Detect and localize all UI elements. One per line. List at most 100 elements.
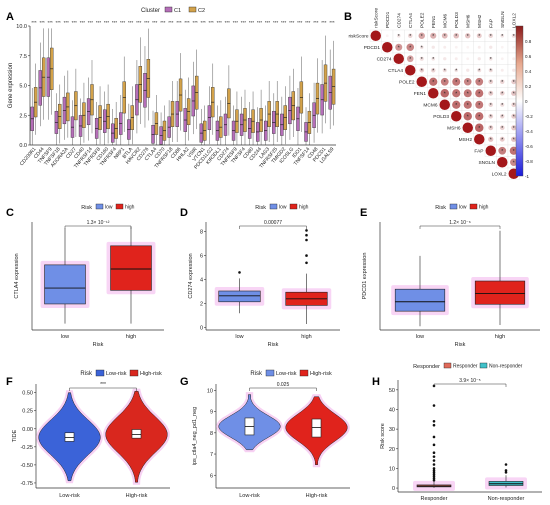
column-label: riskScore: [373, 8, 379, 28]
x-tick-label: High-risk: [306, 493, 328, 499]
significance-stars: ***: [96, 20, 102, 25]
heatmap-circle: [465, 33, 471, 39]
significance-stars: ***: [200, 20, 206, 25]
heatmap-circle: [477, 68, 482, 73]
column-label: CD274: [396, 13, 402, 28]
significance-star: *: [432, 57, 434, 63]
significance-star: *: [467, 103, 469, 109]
heatmap-circle: [406, 55, 414, 63]
heatmap-circle: [488, 68, 493, 73]
pvalue-label: 0.025: [277, 382, 290, 388]
significance-star: *: [398, 45, 400, 51]
outlier-point: [432, 423, 436, 427]
significance-star: *: [513, 114, 515, 120]
x-tick-label: low: [235, 334, 243, 340]
legend-swatch-c1: [164, 6, 173, 13]
heatmap-circle: [452, 89, 461, 98]
significance-star: *: [490, 137, 492, 143]
panel-label-g: G: [180, 376, 189, 388]
legend-swatch-high: [469, 203, 478, 210]
heatmap-circle: [510, 158, 518, 166]
heatmap-circle: [370, 30, 381, 41]
heatmap-circle: [408, 33, 413, 38]
legend-swatch-c2: [188, 6, 197, 13]
column-label: POLD3: [454, 12, 460, 28]
outlier-point: [432, 473, 436, 476]
significance-star: *: [467, 80, 469, 86]
row-label: CTLA4: [388, 68, 403, 74]
heatmap-circle: [463, 112, 472, 121]
legend-swatch-responder: [443, 362, 452, 369]
scale-tick-label: 0.4: [525, 69, 532, 74]
significance-star: *: [501, 126, 503, 132]
heatmap-circle: [488, 125, 494, 131]
significance-star: *: [467, 91, 469, 97]
significance-stars: ***: [217, 20, 223, 25]
pvalue-label: 0.00077: [264, 220, 282, 226]
legend-label: low: [279, 205, 287, 211]
heatmap-circle: [454, 45, 458, 49]
significance-star: *: [421, 45, 423, 51]
legend-title: Risk: [81, 205, 92, 211]
y-tick-label: 0: [392, 486, 395, 492]
outlier-point: [238, 271, 241, 274]
significance-stars: ***: [144, 20, 150, 25]
panel-label-e: E: [360, 207, 367, 219]
heatmap-circle: [500, 33, 505, 38]
pvalue-label: 1.3× 10⁻¹²: [87, 220, 110, 226]
x-axis-label: Risk: [268, 342, 279, 348]
significance-stars: ***: [112, 20, 118, 25]
heatmap-circle: [416, 76, 427, 87]
row-label: POLE2: [399, 80, 415, 86]
significance-stars: ***: [160, 20, 166, 25]
scale-tick-label: 0.6: [525, 54, 532, 59]
outlier-point: [504, 463, 508, 466]
outlier-point: [305, 261, 308, 265]
heatmap-circle: [385, 34, 389, 38]
significance-star: *: [513, 103, 515, 109]
row-label: SNGLN: [478, 160, 495, 166]
row-label: LOXL2: [492, 172, 507, 178]
pvalue-label: 3.9× 10⁻⁵: [459, 378, 481, 384]
heatmap-circle: [477, 57, 481, 61]
significance-star: *: [478, 80, 480, 86]
y-tick-label: -0.25: [20, 445, 33, 451]
significance-stars: ***: [47, 20, 53, 25]
heatmap-circle: [442, 68, 447, 73]
y-tick-label: 30: [389, 427, 395, 433]
significance-stars: ***: [88, 20, 94, 25]
row-label: MCM6: [423, 103, 437, 109]
y-tick-label: 2: [200, 302, 203, 308]
significance-stars: ***: [152, 20, 158, 25]
significance-stars: ***: [176, 20, 182, 25]
row-label: CD274: [377, 57, 392, 63]
significance-star: *: [409, 57, 411, 63]
outlier-point: [504, 471, 508, 474]
significance-star: *: [513, 126, 515, 132]
scale-tick-label: 0: [525, 99, 528, 104]
y-tick-label: 0.00: [22, 427, 33, 433]
row-label: FAP: [474, 149, 483, 155]
significance-stars: ***: [80, 20, 86, 25]
scale-tick-label: 0.8: [525, 39, 532, 44]
heatmap-circle: [488, 79, 494, 85]
heatmap-circle: [488, 33, 493, 38]
significance-star: *: [444, 80, 446, 86]
significance-star: *: [444, 34, 446, 40]
significance-stars: ***: [128, 20, 134, 25]
box-high: [110, 245, 152, 291]
color-scale-bar: [515, 25, 524, 177]
heatmap-circle: [500, 102, 505, 107]
significance-stars: ***: [305, 20, 311, 25]
panel-g: ips_ctla4_neg_pd1_neg 6 7 8 9 10 Low-risk High-…: [192, 369, 350, 499]
legend-label: Low-risk: [106, 371, 127, 377]
heatmap-circle: [431, 68, 436, 73]
legend-label: Responder: [453, 364, 478, 370]
y-tick-label: 50: [389, 388, 395, 394]
heatmap-circle: [477, 45, 481, 49]
outlier-point: [432, 455, 436, 458]
heatmap-circle: [440, 77, 449, 86]
y-axis-label: ips_ctla4_neg_pd1_neg: [192, 407, 198, 465]
y-axis-label: CD274 expression: [188, 253, 194, 298]
pvalue-label: ***: [100, 382, 106, 388]
